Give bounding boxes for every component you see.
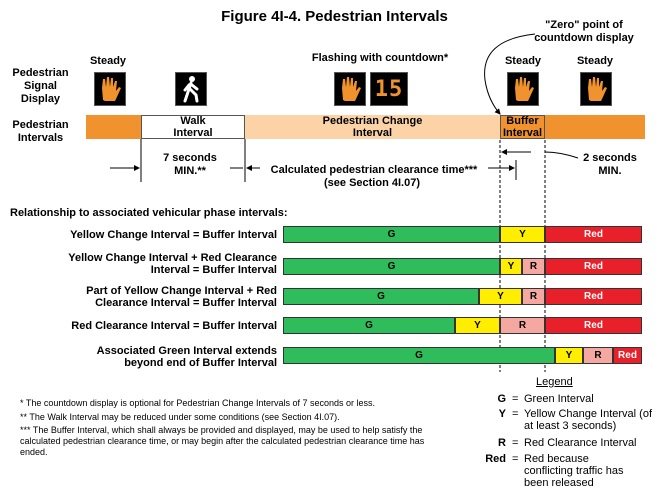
countdown-number: 15 bbox=[374, 76, 404, 102]
signal-state-flashing: Flashing with countdown* bbox=[311, 52, 449, 64]
yellow-cell: Y bbox=[455, 317, 500, 334]
red-clearance-cell: R bbox=[522, 288, 545, 305]
clearance-label: Calculated pedestrian clearance time*** bbox=[270, 164, 478, 176]
buffer-min-label: 2 seconds MIN. bbox=[583, 152, 637, 177]
red-cell: Red bbox=[545, 288, 642, 305]
yellow-cell: Y bbox=[479, 288, 522, 305]
hand-icon bbox=[102, 77, 121, 101]
signal-state-steady-3: Steady bbox=[576, 55, 614, 67]
signal-walk-person bbox=[175, 72, 207, 106]
hand-icon bbox=[515, 77, 534, 101]
phase-row-5-bar: G Y R Red bbox=[283, 347, 642, 364]
phase-row-5-label: Associated Green Interval extends beyond… bbox=[96, 345, 277, 369]
green-cell: G bbox=[283, 317, 455, 334]
hand-icon bbox=[342, 77, 361, 101]
signal-steady-hand-3 bbox=[580, 72, 612, 106]
green-cell: G bbox=[283, 226, 500, 243]
signal-row-label: Pedestrian Signal Display bbox=[12, 67, 69, 105]
red-cell: Red bbox=[545, 226, 642, 243]
buffer-interval-segment: Buffer Interval bbox=[500, 115, 545, 139]
phase-row-1-bar: G Y Red bbox=[283, 226, 642, 243]
hand-icon bbox=[588, 77, 607, 101]
signal-countdown-display: 15 bbox=[370, 72, 408, 106]
footnote-1: * The countdown display is optional for … bbox=[20, 398, 376, 408]
red-clearance-cell: R bbox=[583, 347, 613, 364]
relationship-heading: Relationship to associated vehicular pha… bbox=[10, 207, 288, 219]
walk-interval-segment: Walk Interval bbox=[141, 115, 245, 139]
steady-segment-start bbox=[86, 115, 141, 139]
zero-point-label: "Zero" point of countdown display bbox=[534, 19, 634, 44]
signal-steady-hand-1 bbox=[94, 72, 126, 106]
green-cell: G bbox=[283, 258, 500, 275]
phase-row-4-bar: G Y R Red bbox=[283, 317, 642, 334]
red-clearance-cell: R bbox=[500, 317, 545, 334]
phase-row-3-label: Part of Yellow Change Interval + Red Cle… bbox=[86, 285, 277, 309]
phase-row-4-label: Red Clearance Interval = Buffer Interval bbox=[71, 320, 277, 332]
yellow-cell: Y bbox=[500, 258, 522, 275]
green-cell: G bbox=[283, 347, 555, 364]
yellow-cell: Y bbox=[500, 226, 545, 243]
red-cell: Red bbox=[613, 347, 642, 364]
signal-state-steady-2: Steady bbox=[504, 55, 542, 67]
phase-row-1-label: Yellow Change Interval = Buffer Interval bbox=[70, 229, 277, 241]
signal-flashing-hand bbox=[334, 72, 366, 106]
phase-row-3-bar: G Y R Red bbox=[283, 288, 642, 305]
change-interval-segment: Pedestrian Change Interval bbox=[245, 115, 500, 139]
walking-person-icon bbox=[183, 76, 199, 103]
steady-segment-end bbox=[545, 115, 645, 139]
clearance-ref-label: (see Section 4I.07) bbox=[324, 177, 420, 189]
footnote-2: ** The Walk Interval may be reduced unde… bbox=[20, 412, 340, 422]
green-cell: G bbox=[283, 288, 479, 305]
walk-min-label: 7 seconds MIN.** bbox=[163, 152, 217, 177]
signal-steady-hand-2 bbox=[507, 72, 539, 106]
interval-row-label: Pedestrian Intervals bbox=[12, 119, 69, 144]
yellow-cell: Y bbox=[555, 347, 583, 364]
phase-row-2-bar: G Y R Red bbox=[283, 258, 642, 275]
signal-state-steady-1: Steady bbox=[89, 55, 127, 67]
phase-row-2-label: Yellow Change Interval + Red Clearance I… bbox=[68, 252, 277, 276]
footnote-3: *** The Buffer Interval, which shall alw… bbox=[20, 425, 425, 457]
red-cell: Red bbox=[545, 317, 642, 334]
legend-title: Legend bbox=[536, 376, 573, 388]
figure-title: Figure 4I-4. Pedestrian Intervals bbox=[221, 8, 448, 25]
pedestrian-interval-bar: Walk Interval Pedestrian Change Interval… bbox=[86, 115, 645, 139]
red-cell: Red bbox=[545, 258, 642, 275]
red-clearance-cell: R bbox=[522, 258, 545, 275]
